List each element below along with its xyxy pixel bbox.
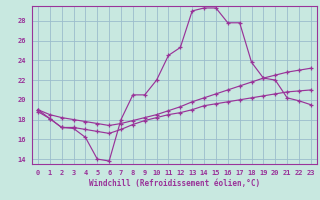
X-axis label: Windchill (Refroidissement éolien,°C): Windchill (Refroidissement éolien,°C) [89, 179, 260, 188]
